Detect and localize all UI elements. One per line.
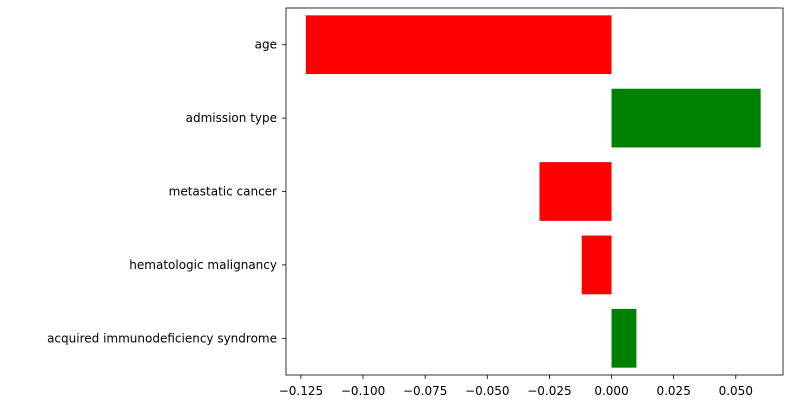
x-tick-label: −0.075 [403, 384, 447, 398]
bar-age [305, 15, 612, 75]
bar-hematologic-malignancy [581, 235, 612, 295]
x-tick-label: −0.125 [279, 384, 323, 398]
y-tick-label: age [255, 38, 277, 52]
x-tick-label: 0.000 [594, 384, 628, 398]
y-tick-label: acquired immunodeficiency syndrome [47, 331, 277, 345]
x-tick-label: −0.100 [341, 384, 385, 398]
y-axis-ticks: age admission type metastatic cancer hemato… [47, 38, 286, 345]
bars-group [305, 15, 761, 368]
y-tick-label: admission type [186, 111, 277, 125]
bar-acquired-immunodeficiency-syndrome [611, 308, 637, 368]
y-tick-label: hematologic malignancy [129, 258, 277, 272]
x-axis-ticks: −0.125 −0.100 −0.075 −0.050 −0.025 0.000 0.025… [279, 375, 753, 398]
x-tick-label: −0.050 [465, 384, 509, 398]
x-tick-label: −0.025 [527, 384, 571, 398]
x-tick-label: 0.050 [719, 384, 753, 398]
x-tick-label: 0.025 [656, 384, 690, 398]
bar-admission-type [611, 88, 761, 148]
bar-metastatic-cancer [539, 162, 612, 221]
y-tick-label: metastatic cancer [169, 185, 277, 199]
